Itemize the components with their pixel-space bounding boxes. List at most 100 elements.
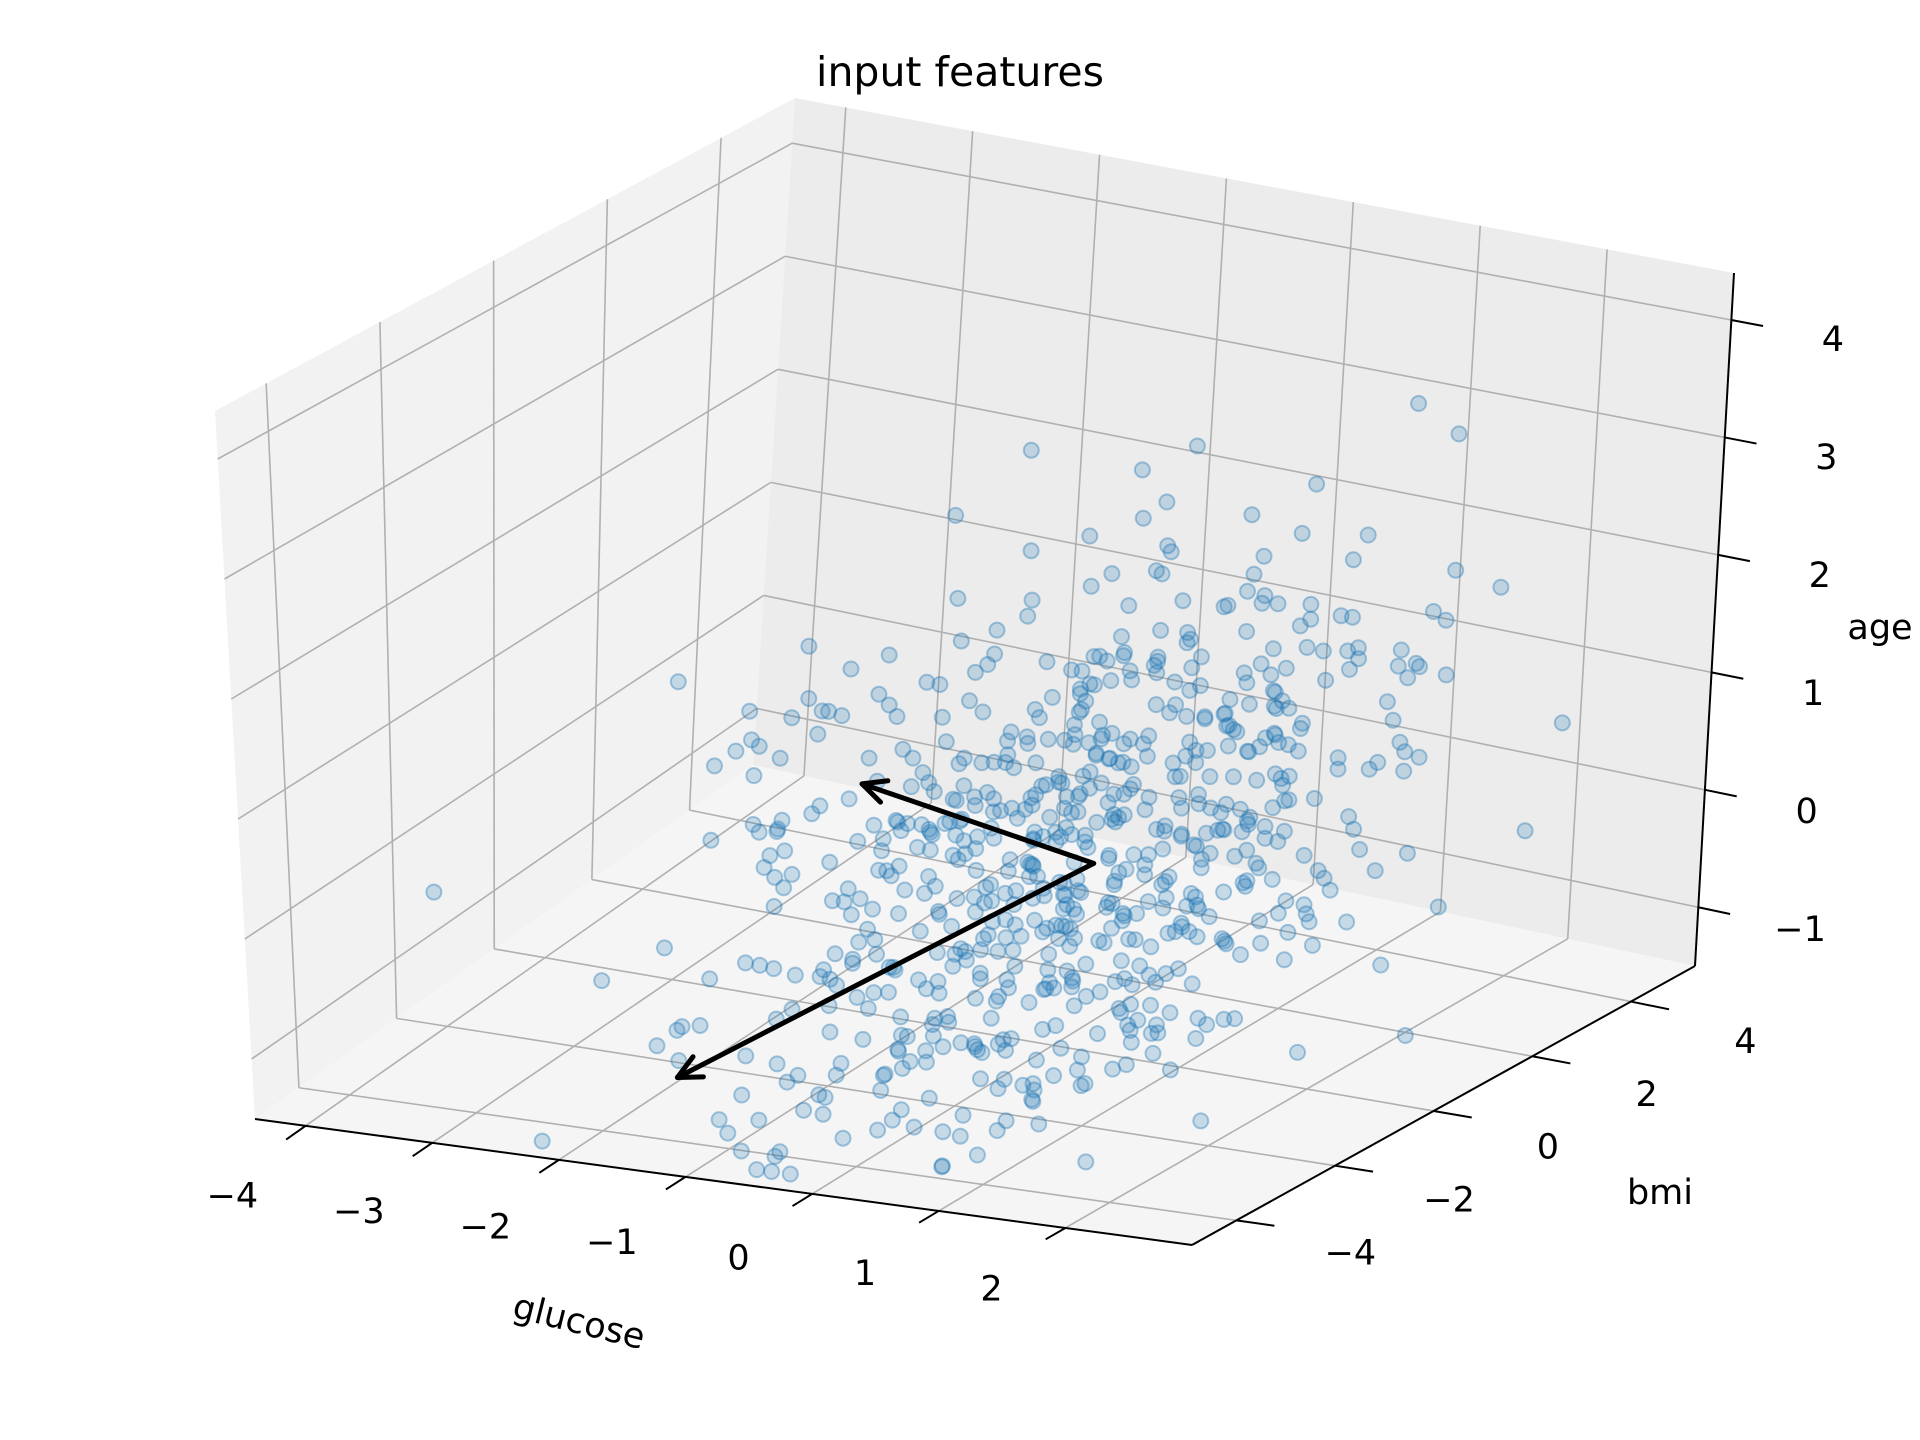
data-point	[1023, 796, 1041, 814]
data-point	[888, 708, 906, 725]
data-point	[869, 1121, 887, 1139]
data-point	[1263, 870, 1281, 888]
data-point	[1269, 595, 1287, 613]
data-point	[745, 767, 763, 785]
data-point	[930, 905, 948, 923]
data-point	[1136, 801, 1154, 819]
data-point	[1057, 819, 1075, 837]
data-point	[973, 1044, 991, 1061]
data-point	[1117, 860, 1135, 878]
data-point	[1145, 656, 1163, 674]
data-point	[1277, 659, 1295, 677]
data-point	[1187, 888, 1204, 906]
data-point	[1266, 726, 1284, 744]
data-point	[931, 676, 949, 693]
data-point	[1110, 809, 1127, 827]
data-point	[1039, 961, 1057, 979]
data-point	[1166, 923, 1184, 941]
data-point	[1332, 607, 1350, 625]
data-point	[1339, 642, 1357, 660]
data-point	[1188, 896, 1206, 914]
data-point	[1238, 841, 1256, 859]
data-point	[1182, 630, 1199, 648]
data-point	[967, 840, 985, 858]
grid-line	[558, 829, 1059, 1161]
data-point	[1142, 938, 1160, 956]
data-point	[1121, 662, 1139, 680]
data-point	[1269, 904, 1287, 922]
data-point	[702, 831, 720, 849]
data-point	[1003, 799, 1021, 817]
data-point	[1221, 691, 1239, 708]
data-point	[1183, 975, 1201, 993]
z-tick	[1724, 436, 1757, 445]
data-point	[766, 1147, 784, 1165]
grid-line	[265, 383, 300, 1088]
data-point	[1170, 789, 1188, 807]
z-tick-label: 2	[1809, 556, 1831, 596]
data-point	[893, 1059, 911, 1077]
data-point	[1155, 822, 1173, 840]
data-point	[1029, 867, 1046, 885]
data-point	[978, 784, 996, 801]
data-point	[1134, 735, 1152, 753]
data-point	[1173, 825, 1191, 843]
data-point	[1050, 930, 1067, 947]
data-point	[1262, 666, 1280, 684]
data-point	[920, 1089, 938, 1107]
data-point	[1101, 749, 1119, 767]
data-point	[1217, 795, 1235, 813]
data-point	[949, 589, 967, 607]
data-point	[913, 816, 931, 834]
grid-line	[1566, 249, 1608, 939]
grid-line	[237, 481, 772, 820]
data-point	[926, 1009, 944, 1027]
data-point	[924, 1027, 942, 1045]
data-point	[923, 1016, 941, 1033]
z-tick	[1731, 319, 1764, 327]
data-point	[1289, 1043, 1306, 1061]
chart-title: input features	[816, 48, 1104, 96]
data-point	[781, 1165, 799, 1183]
data-point	[989, 1035, 1007, 1053]
data-point	[1090, 932, 1108, 950]
data-point	[1178, 897, 1196, 915]
data-point	[986, 645, 1004, 663]
data-point	[1091, 647, 1109, 665]
data-point	[873, 842, 891, 860]
data-point	[1219, 737, 1237, 755]
grid-line	[1185, 178, 1228, 858]
data-point	[1181, 681, 1199, 699]
grid-line	[784, 255, 1725, 439]
grid-line	[1064, 938, 1569, 1229]
data-point	[1030, 1115, 1048, 1133]
data-point	[795, 1101, 813, 1119]
data-point	[748, 1161, 766, 1179]
z-tick-label: 4	[1822, 320, 1844, 360]
data-point	[1040, 945, 1058, 963]
data-point	[1147, 562, 1165, 580]
data-point	[1399, 669, 1417, 687]
data-point	[865, 984, 883, 1002]
data-point	[997, 1041, 1014, 1059]
data-point	[1219, 596, 1237, 614]
data-point	[1192, 1112, 1210, 1130]
data-point	[768, 823, 786, 840]
data-point	[1350, 650, 1367, 668]
data-point	[1255, 547, 1273, 565]
data-point	[911, 922, 929, 940]
data-point	[1187, 741, 1205, 759]
data-point	[1077, 987, 1095, 1005]
data-point	[1191, 677, 1209, 695]
axis-lines	[254, 272, 1764, 1246]
y-tick-label: 4	[1734, 1022, 1756, 1062]
data-point	[1303, 936, 1321, 954]
data-point	[773, 811, 791, 829]
data-point	[1238, 812, 1256, 830]
data-point	[876, 1065, 894, 1083]
data-point	[870, 685, 888, 703]
data-point	[771, 749, 789, 767]
data-point	[1178, 707, 1196, 725]
data-point	[1321, 881, 1339, 899]
x-tick	[665, 1176, 687, 1191]
